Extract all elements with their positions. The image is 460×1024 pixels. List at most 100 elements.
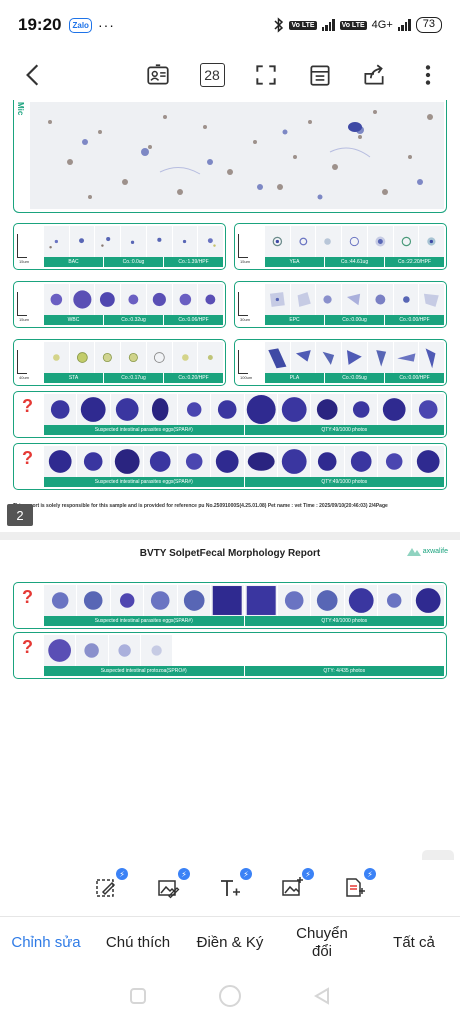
- more-vertical-icon: [425, 65, 431, 85]
- microscope-field-image: [30, 102, 444, 209]
- panel-label: EPC: [289, 317, 300, 323]
- tab-convert-label-line2: đổi: [311, 942, 333, 960]
- reader-mode-icon: [310, 65, 330, 86]
- panel-value: Co.:0.20/HPF: [178, 375, 209, 381]
- bottom-tab-bar: Chỉnh sửa Chú thích Điền & Ký Chuyển đổi…: [0, 916, 460, 968]
- sta-panel: 40um STA Co.:0.17ug Co.:0.20/HPF: [13, 339, 226, 386]
- parasite-eggs-panel: ? Suspected intestinal parasites eggs(SP…: [13, 582, 447, 629]
- page-count-button[interactable]: 28: [197, 60, 227, 90]
- panel-value: Co.:0.00ug: [342, 317, 367, 323]
- volte-2-icon: Vo LTE: [339, 20, 367, 30]
- more-options-button[interactable]: [413, 60, 443, 90]
- back-button[interactable]: [18, 60, 48, 90]
- page-side-label: Mic: [16, 102, 25, 116]
- question-mark-icon: ?: [22, 637, 33, 657]
- edit-image-icon: [158, 880, 180, 899]
- wbc-panel: 15um WBC Co.:0.32ug Co.:0.06/HPF: [13, 281, 226, 328]
- panel-label: Suspected intestinal parasites eggs(SPAR…: [94, 618, 193, 624]
- report-footer-note: This report is solely responsible for th…: [13, 503, 388, 509]
- signal-2-icon: [397, 19, 411, 31]
- question-mark-icon: ?: [22, 587, 33, 607]
- tab-annotate[interactable]: Chú thích: [105, 933, 171, 951]
- ai-badge-icon: ⚡: [364, 868, 376, 880]
- panel-label: WBC: [67, 317, 80, 323]
- panel-value: Co.:0.00/HPF: [399, 317, 430, 323]
- panel-value: Co.:44.61ug: [340, 259, 369, 265]
- panel-value: Co.:0.0ug: [122, 259, 145, 265]
- status-indicators: Vo LTE Vo LTE 4G+ 73: [274, 17, 442, 33]
- tab-fill-sign[interactable]: Điền & Ký: [196, 933, 264, 951]
- yea-panel: 15um YEA Co.:44.61ug Co.:22.20/HPF: [234, 223, 447, 270]
- signal-icon: [321, 19, 335, 31]
- share-icon: [364, 64, 384, 85]
- epc-panel: 30um EPC Co.:0.00ug Co.:0.00/HPF: [234, 281, 447, 328]
- panel-value: Co.:1.39/HPF: [178, 259, 209, 265]
- protozoa-panel: ? Suspected intestinal protozoa(SPRO#) QT…: [13, 632, 447, 679]
- profile-card-button[interactable]: [143, 60, 173, 90]
- volte-icon: Vo LTE: [289, 20, 317, 30]
- edit-tools-bar: ⚡ ⚡ ⚡ ⚡ ⚡: [0, 860, 460, 916]
- edit-image-tool-button[interactable]: ⚡: [154, 868, 190, 902]
- add-image-tool-button[interactable]: ⚡: [278, 868, 314, 902]
- fullscreen-icon: [256, 65, 276, 85]
- home-icon[interactable]: [218, 984, 242, 1008]
- reader-mode-button[interactable]: [305, 60, 335, 90]
- status-bar: 19:20 Zalo ··· Vo LTE Vo LTE 4G+ 73: [0, 0, 460, 50]
- scroll-handle[interactable]: [422, 850, 454, 860]
- panel-label: Suspected intestinal parasites eggs(SPAR…: [94, 427, 193, 433]
- battery-indicator: 73: [415, 17, 442, 33]
- tab-all[interactable]: Tất cả: [393, 933, 435, 951]
- large-microscope-image: Mic: [13, 100, 447, 213]
- panel-label: Suspected intestinal protozoa(SPRO#): [100, 668, 187, 674]
- document-page-2: Mic 15um: [0, 100, 460, 532]
- panel-label: Suspected intestinal parasites eggs(SPAR…: [94, 479, 193, 485]
- panel-label: BAC: [68, 259, 79, 265]
- network-type: 4G+: [371, 19, 393, 31]
- back-arrow-icon: [26, 64, 39, 86]
- panel-value: Co.:0.32ug: [121, 317, 146, 323]
- panel-value: QTY:49/1000 photos: [321, 427, 368, 433]
- convert-doc-tool-button[interactable]: ⚡: [340, 868, 376, 902]
- question-mark-icon: ?: [22, 448, 33, 468]
- panel-value: Co.:22.20/HPF: [397, 259, 432, 265]
- report-title: BVTY SolpetFecal Morphology Report: [139, 548, 321, 559]
- recent-apps-icon[interactable]: [128, 986, 148, 1006]
- panel-label: STA: [68, 375, 79, 381]
- add-text-tool-button[interactable]: ⚡: [216, 868, 252, 902]
- tab-edit[interactable]: Chỉnh sửa: [11, 933, 81, 951]
- brand-name: axwalife: [422, 547, 448, 555]
- add-text-icon: [221, 880, 240, 896]
- back-nav-icon[interactable]: [312, 986, 332, 1006]
- panel-label: PLA: [289, 375, 300, 381]
- document-page-3: BVTY SolpetFecal Morphology Report axwal…: [0, 540, 460, 860]
- panel-value: Co.:0.17ug: [121, 375, 146, 381]
- share-button[interactable]: [359, 60, 389, 90]
- bac-panel: 15um BAC Co.:0.0ug Co.:1.39/HPF: [13, 223, 226, 270]
- id-card-icon: [147, 64, 169, 85]
- panel-value: QTY: 4/435 photos: [323, 668, 366, 674]
- ai-badge-icon: ⚡: [178, 868, 190, 880]
- fullscreen-button[interactable]: [251, 60, 281, 90]
- panel-value: Co.:0.00/HPF: [399, 375, 430, 381]
- document-viewer[interactable]: Mic 15um: [0, 100, 460, 860]
- status-time: 19:20: [18, 15, 62, 34]
- edit-text-tool-button[interactable]: ⚡: [92, 868, 128, 902]
- ai-badge-icon: ⚡: [116, 868, 128, 880]
- add-image-icon: [282, 877, 303, 896]
- brand-logo: axwalife: [406, 546, 448, 556]
- panel-value: QTY:49/1000 photos: [321, 618, 368, 624]
- parasite-eggs-panel: ? Suspected intestinal parasites eggs(SP…: [13, 391, 447, 438]
- brand-logo-icon: [406, 548, 421, 556]
- panel-value: Co.:0.06/HPF: [178, 317, 209, 323]
- more-notifications-icon: ···: [97, 17, 115, 33]
- page-count: 28: [199, 63, 225, 87]
- page-separator: [0, 532, 460, 540]
- system-nav-bar: [0, 968, 460, 1024]
- edit-text-icon: [96, 879, 116, 897]
- scale-bar: 15um: [16, 228, 44, 266]
- panel-label: YEA: [289, 259, 300, 265]
- convert-doc-icon: [346, 878, 365, 897]
- ai-badge-icon: ⚡: [240, 868, 252, 880]
- tab-convert-label-line1: Chuyển: [296, 924, 348, 942]
- tab-convert[interactable]: Chuyển đổi: [276, 925, 368, 961]
